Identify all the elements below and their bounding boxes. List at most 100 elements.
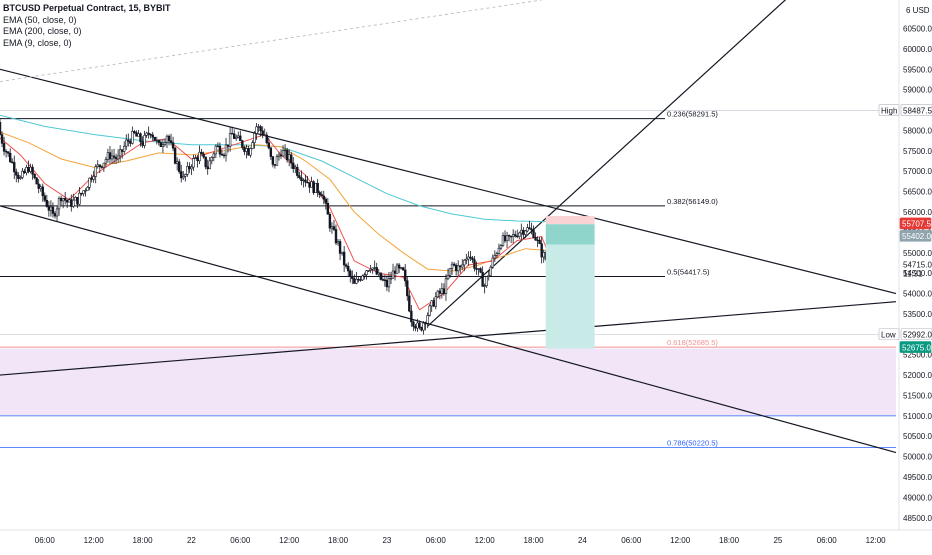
candle-body xyxy=(147,132,150,135)
stop-price-label: 55707.5 xyxy=(902,220,931,229)
candle-body xyxy=(173,147,177,164)
profit-zone[interactable] xyxy=(545,244,595,349)
candle-body xyxy=(226,144,230,147)
candle-body xyxy=(314,182,317,193)
candle-body xyxy=(436,290,440,298)
candle-body xyxy=(2,143,6,152)
time-tick-label: 22 xyxy=(187,536,196,545)
indicator-ema200[interactable]: EMA (200, close, 0) xyxy=(3,26,82,36)
symbol-title[interactable]: BTCUSD Perpetual Contract, 15, BYBIT xyxy=(3,3,171,13)
indicator-ema9[interactable]: EMA (9, close, 0) xyxy=(3,37,72,48)
candle-body xyxy=(102,162,106,168)
candle-body xyxy=(157,139,161,143)
candle-body xyxy=(72,199,75,207)
time-tick-label: 18:00 xyxy=(133,536,154,545)
candle-body xyxy=(86,187,89,191)
candle-body xyxy=(509,235,513,238)
candle-body xyxy=(503,235,507,242)
candle-body xyxy=(495,253,499,256)
trend-line[interactable] xyxy=(0,205,897,454)
candle-body xyxy=(516,235,519,238)
candle-body xyxy=(416,322,419,329)
candle-body xyxy=(92,176,95,180)
time-tick-label: 06:00 xyxy=(621,536,642,545)
time-tick-label: 06:00 xyxy=(35,536,56,545)
trend-line[interactable] xyxy=(0,301,897,376)
candle-body xyxy=(96,164,99,167)
candle-body xyxy=(357,278,360,281)
high-tag: High xyxy=(881,106,897,115)
candle-body xyxy=(279,154,283,157)
candle-body xyxy=(88,177,91,188)
candle-body xyxy=(524,230,527,235)
candle-body xyxy=(408,295,411,312)
candle-body xyxy=(257,126,260,128)
candle-body xyxy=(139,133,142,143)
trend-line[interactable] xyxy=(427,0,795,327)
candle-body xyxy=(355,278,358,284)
candle-body xyxy=(167,135,171,142)
price-tick-label: 52500.0 xyxy=(903,351,932,360)
candle-body xyxy=(15,171,18,176)
candle-body xyxy=(165,135,169,143)
trend-line[interactable] xyxy=(0,68,897,295)
currency-unit-label[interactable]: 6 USD xyxy=(906,6,930,15)
profit-zone-filled[interactable] xyxy=(545,224,595,245)
low-tag: Low xyxy=(881,330,896,339)
candle-body xyxy=(153,136,156,141)
candle-body xyxy=(255,126,258,134)
candle-body xyxy=(214,145,218,155)
candle-body xyxy=(450,263,454,269)
time-tick-label: 24 xyxy=(578,536,587,545)
candle-body xyxy=(540,243,543,258)
last-price-label: 54715.0 xyxy=(903,260,932,269)
indicator-ema50[interactable]: EMA (50, close, 0) xyxy=(3,14,77,25)
high-tag-bg xyxy=(878,104,900,116)
candle-body xyxy=(518,232,521,237)
candle-body xyxy=(312,181,315,193)
candle-body xyxy=(418,322,421,328)
candle-body xyxy=(467,256,470,260)
price-tick-label: 54000.0 xyxy=(903,290,932,299)
candle-body xyxy=(51,206,55,214)
candle-body xyxy=(159,142,163,147)
candle-body xyxy=(528,227,531,230)
price-tick-label: 59000.0 xyxy=(903,86,932,95)
price-tick-label: 59500.0 xyxy=(903,65,932,74)
candle-body xyxy=(108,152,112,160)
candle-body xyxy=(381,279,385,281)
candle-body xyxy=(406,280,409,297)
candle-body xyxy=(289,154,293,164)
candle-body xyxy=(395,264,399,274)
candle-body xyxy=(267,142,270,149)
candle-body xyxy=(204,156,207,168)
candle-body xyxy=(442,288,446,295)
price-tick-label: 57000.0 xyxy=(903,167,932,176)
candle-body xyxy=(491,257,494,268)
candle-body xyxy=(487,275,490,277)
candle-body xyxy=(43,195,47,201)
candle-body xyxy=(235,136,238,139)
candle-body xyxy=(363,274,366,277)
price-tick-label: 53500.0 xyxy=(903,310,932,319)
candle-body xyxy=(186,166,189,175)
candle-body xyxy=(501,235,505,246)
candle-body xyxy=(428,305,431,316)
price-tick-label: 54500.0 xyxy=(903,269,932,278)
time-tick-label: 12:00 xyxy=(84,536,105,545)
high-value: 58487.5 xyxy=(903,106,932,115)
candle-body xyxy=(465,258,468,261)
candle-body xyxy=(23,170,26,174)
candle-body xyxy=(326,202,330,215)
candle-body xyxy=(74,196,77,201)
price-tick-label: 55000.0 xyxy=(903,249,932,258)
candle-body xyxy=(338,241,342,254)
candle-body xyxy=(241,140,244,148)
candle-body xyxy=(534,237,537,241)
candle-body xyxy=(308,182,311,188)
stop-loss-zone[interactable] xyxy=(545,216,595,225)
low-value-bg xyxy=(900,328,932,340)
